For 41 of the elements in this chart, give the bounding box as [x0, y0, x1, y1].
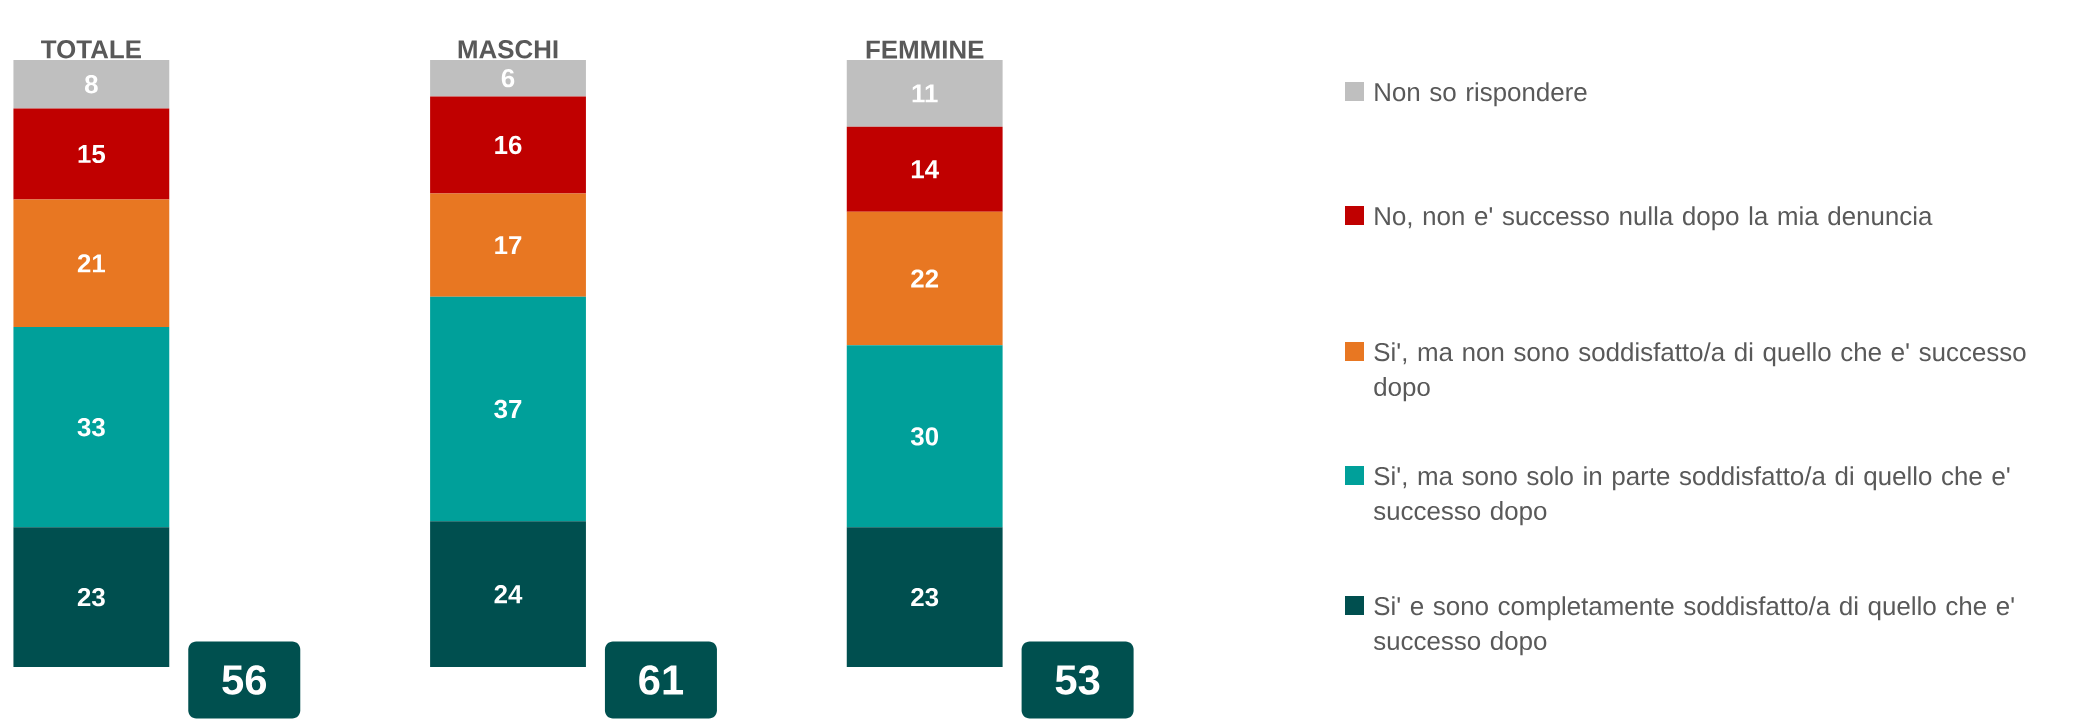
- data-label: 17: [495, 236, 522, 255]
- legend-label: Si', ma sono solo in parte soddisfatto/a di quello che e' successo dopo: [1373, 466, 2010, 526]
- legend-label: Si', ma non sono soddisfatto/a di quello che e' successo dopo: [1374, 342, 2026, 402]
- annotation: 53: [1055, 665, 1100, 695]
- data-label: 6: [501, 69, 515, 88]
- bar: [13, 527, 170, 667]
- bar: [13, 327, 170, 528]
- data-label: 11: [912, 84, 938, 103]
- bar: [430, 59, 586, 97]
- bar: [430, 296, 586, 522]
- data-label: 8: [84, 75, 98, 94]
- annotation: 61: [639, 665, 684, 695]
- data-label: 30: [910, 427, 939, 446]
- legend-label: No, non e' successo nulla dopo la mia denuncia: [1375, 206, 1933, 231]
- data-label: 21: [77, 254, 106, 273]
- bar: [13, 59, 170, 109]
- data-label: 23: [77, 587, 105, 607]
- legend-label: Non so rispondere: [1375, 82, 1587, 107]
- bar: [430, 521, 586, 667]
- data-label: 24: [494, 585, 523, 604]
- x-tick-label: TOTALE: [41, 40, 141, 59]
- bar: [846, 211, 1003, 346]
- bar: [430, 96, 586, 194]
- bar: [13, 108, 170, 200]
- bar: [846, 126, 1003, 212]
- legend-label: Si' e sono completamente soddisfatto/a di quello che e' successo dopo: [1373, 596, 2014, 656]
- annotation: 56: [222, 665, 267, 695]
- data-label: 14: [911, 160, 939, 179]
- bar: [13, 199, 170, 328]
- data-label: 23: [911, 587, 939, 607]
- bar: [846, 59, 1003, 127]
- bar: [846, 527, 1003, 667]
- data-label: 15: [78, 145, 106, 164]
- data-label: 16: [495, 135, 522, 155]
- data-label: 33: [77, 418, 105, 437]
- x-tick-label: MASCHI: [458, 40, 558, 59]
- data-label: 37: [494, 399, 522, 419]
- bar: [430, 193, 586, 297]
- data-label: 22: [911, 269, 939, 288]
- x-tick-label: FEMMINE: [866, 40, 984, 59]
- bar: [846, 345, 1003, 528]
